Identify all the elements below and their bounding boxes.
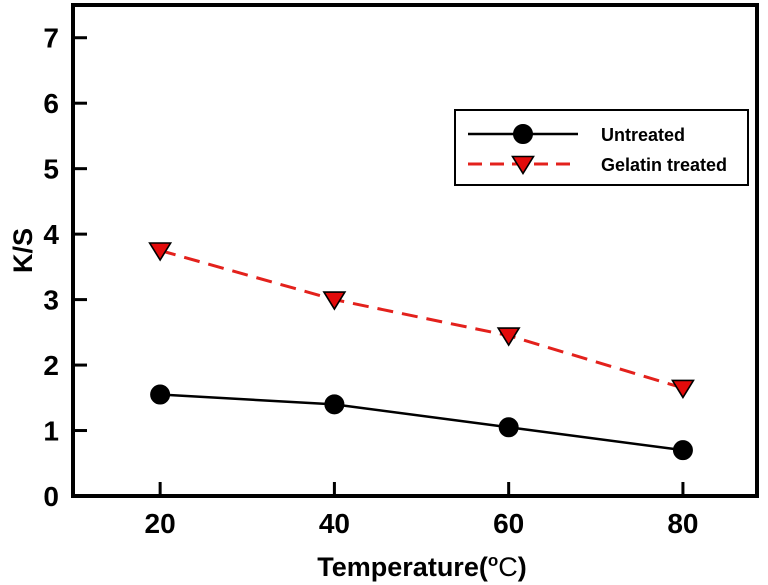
y-axis-title: K/S [8,228,38,273]
legend-label: Untreated [601,125,685,145]
legend-marker [513,124,533,144]
legend-label: Gelatin treated [601,155,727,175]
legend-entry: Untreated [468,124,685,145]
plot-frame [71,3,759,498]
legend: Untreated Gelatin treated [454,109,749,186]
data-point-marker [150,384,171,405]
legend-box [454,109,749,186]
y-axis-tick-label: 4 [43,219,59,250]
y-axis-tick-label: 7 [43,23,59,54]
x-axis-title: Temperature(oC) [317,551,526,582]
x-axis-tick-label: 40 [319,508,350,539]
y-axis-tick-label: 1 [43,416,59,447]
x-axis-tick-label: 20 [145,508,176,539]
data-point-marker [498,417,519,438]
legend-entry: Gelatin treated [468,155,727,176]
series-untreated [150,384,693,461]
x-axis-tick-label: 80 [667,508,698,539]
y-axis-tick-label: 3 [43,285,59,316]
y-axis-tick-label: 5 [43,154,59,185]
series-line [160,393,684,452]
legend-marker [511,155,535,176]
y-axis-tick-label: 6 [43,88,59,119]
y-axis-tick-label: 0 [43,481,59,512]
series-line [159,249,684,390]
data-point-marker [671,379,695,400]
data-point-marker [324,394,345,415]
x-axis-tick-label: 60 [493,508,524,539]
data-point-marker [148,242,173,262]
data-point-marker [496,327,521,347]
series-gelatin-treated [148,242,695,400]
data-point-marker [672,440,693,461]
y-axis-tick-label: 2 [43,350,59,381]
data-point-marker [322,291,347,311]
